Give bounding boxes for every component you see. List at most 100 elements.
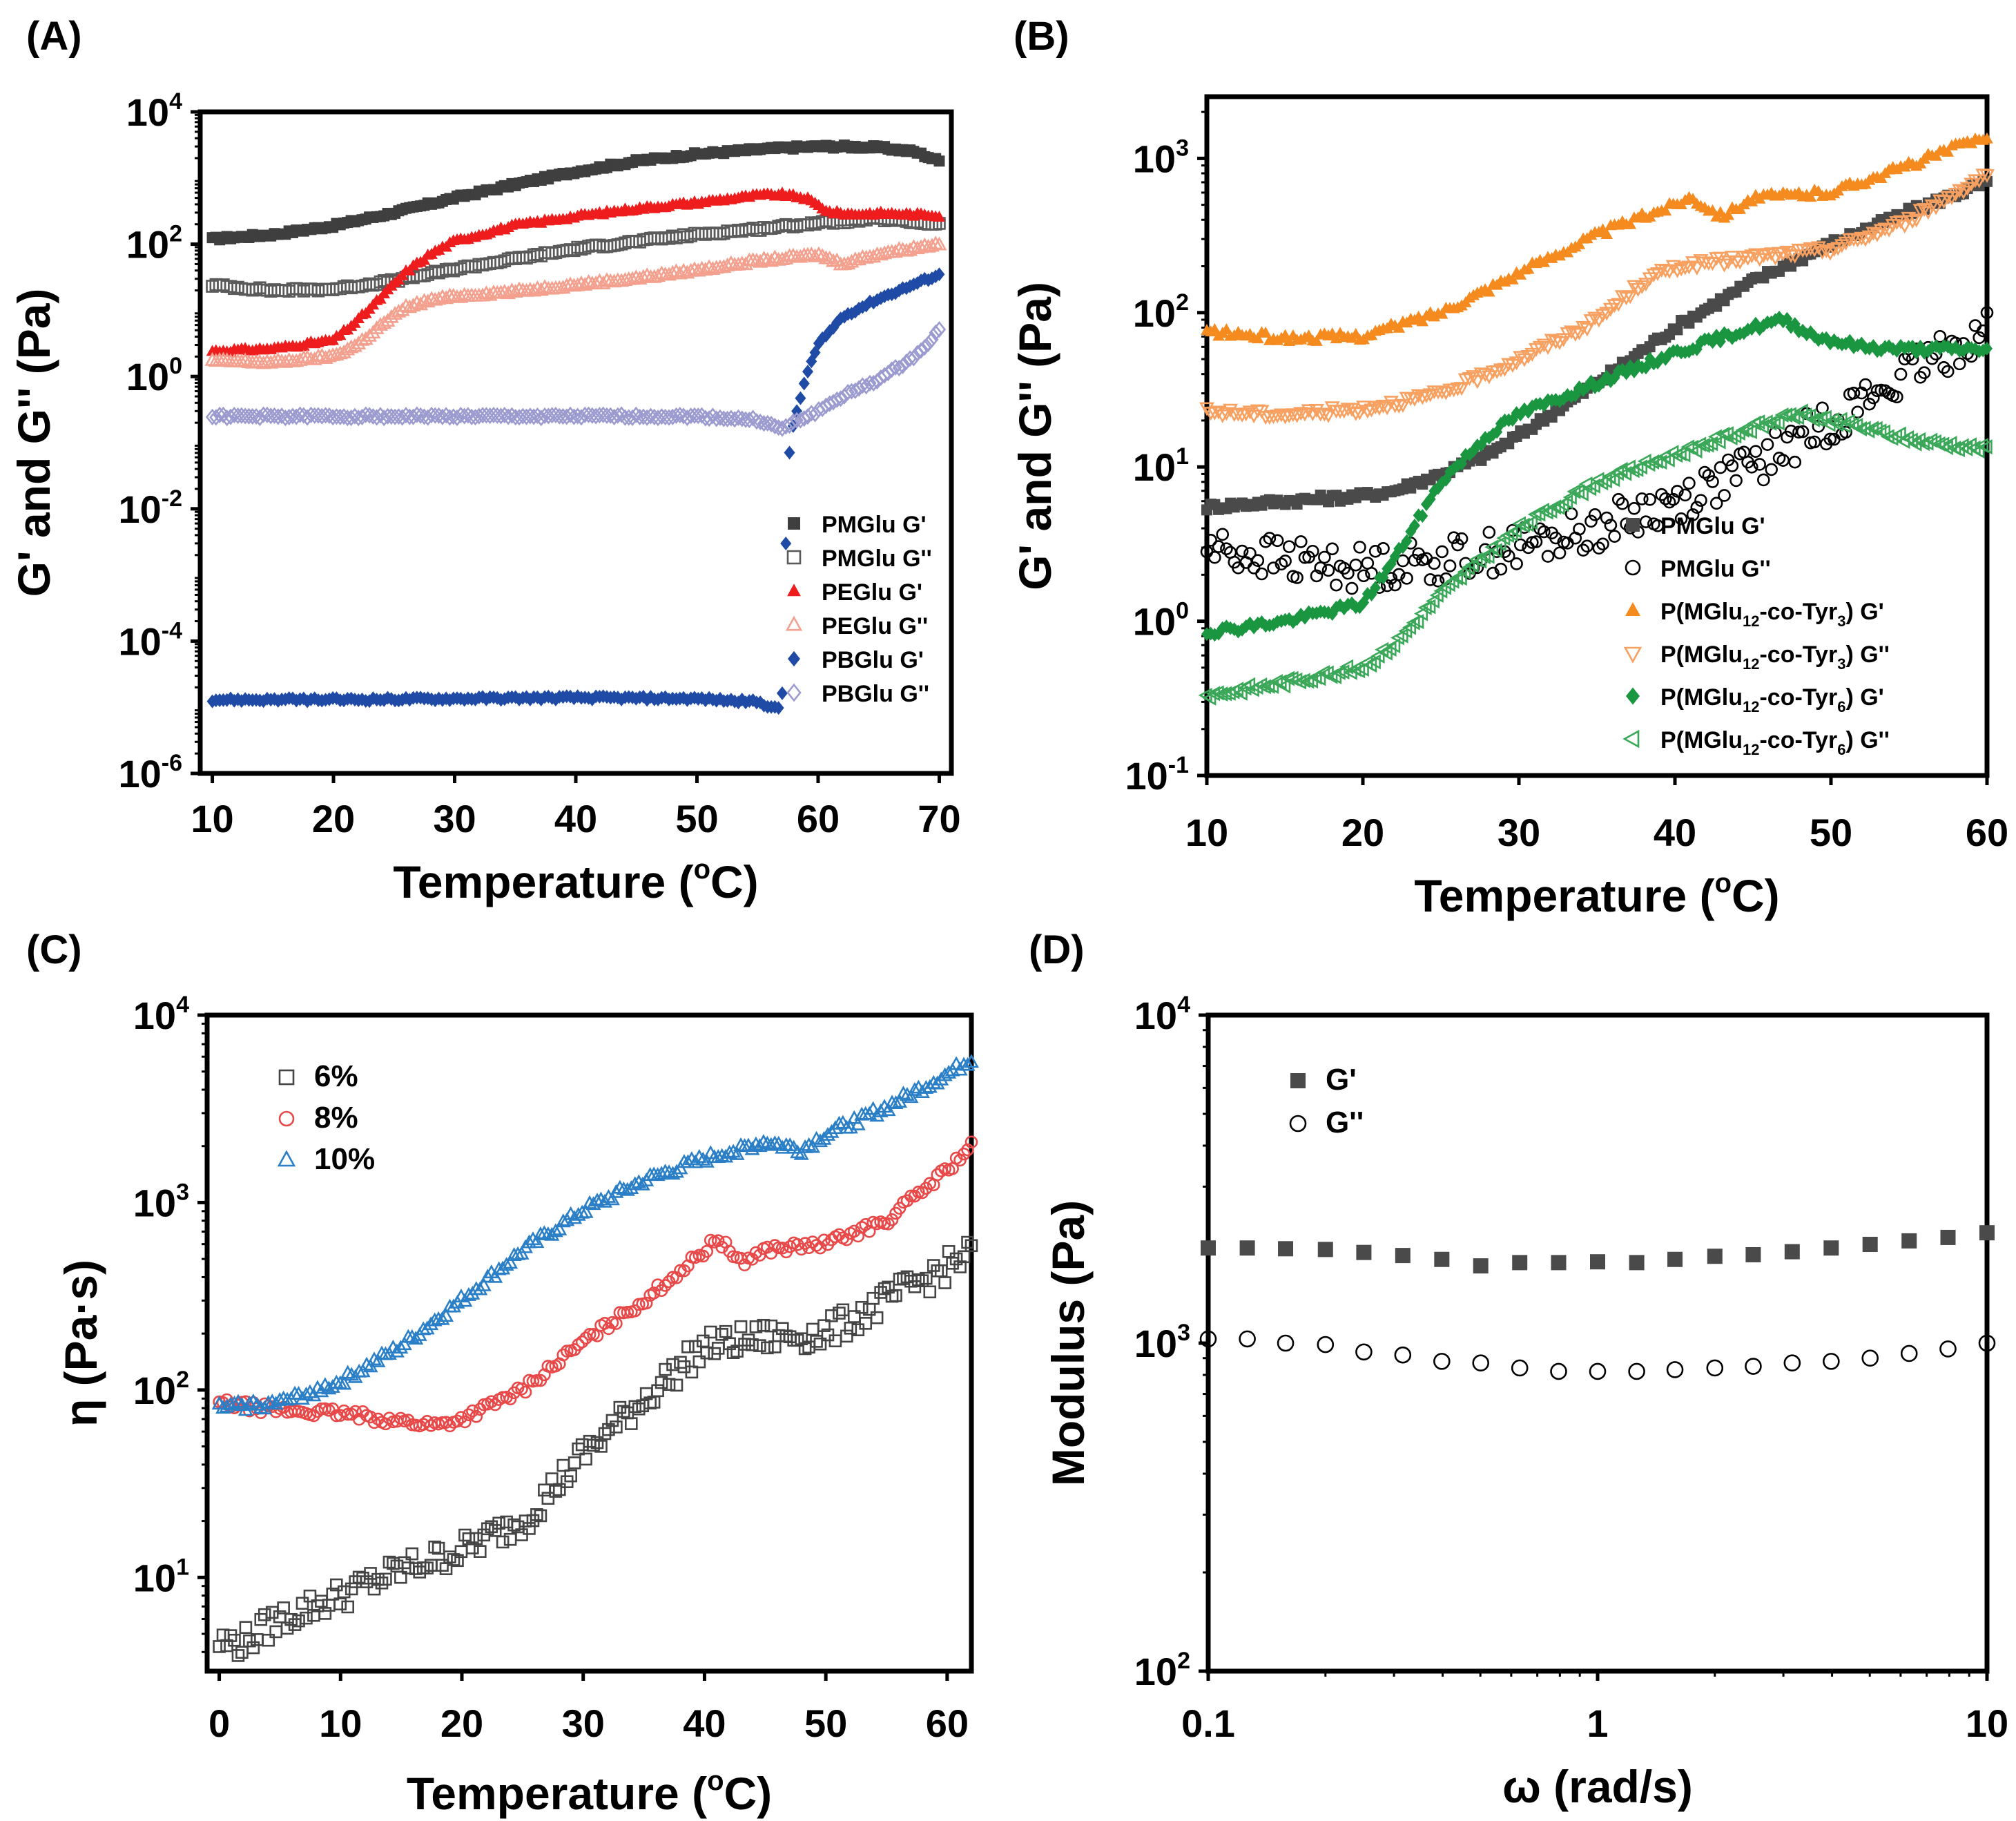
data-point [375, 1576, 389, 1590]
data-point [680, 410, 695, 427]
data-point [840, 256, 856, 270]
data-point [295, 1597, 309, 1610]
data-point [402, 299, 418, 314]
data-point [761, 1341, 774, 1355]
data-point [563, 276, 579, 291]
data-point [1482, 526, 1496, 539]
data-point [680, 1154, 696, 1168]
data-point [1564, 325, 1580, 340]
data-point [1586, 478, 1600, 494]
data-point [915, 1274, 929, 1288]
data-point [841, 383, 855, 401]
series [206, 267, 945, 715]
data-point [262, 1633, 275, 1647]
panel-label: (D) [1029, 927, 1085, 972]
data-point [1900, 1345, 1918, 1362]
data-point [1553, 546, 1567, 560]
data-point [1473, 1258, 1489, 1274]
data-point [1261, 678, 1275, 694]
data-point [1355, 662, 1369, 677]
data-point [1671, 485, 1684, 498]
data-point [929, 1075, 945, 1090]
data-point [614, 406, 628, 423]
data-point [239, 1621, 253, 1634]
data-point [1370, 581, 1382, 595]
data-point [622, 409, 636, 426]
data-point [1353, 541, 1366, 554]
data-point [942, 1245, 956, 1258]
data-point [811, 246, 826, 260]
data-point [496, 1391, 510, 1404]
data-point [322, 282, 336, 296]
data-point [468, 409, 483, 426]
data-point [1716, 426, 1730, 442]
data-point [318, 1607, 332, 1620]
data-point [1674, 512, 1688, 526]
data-point [1618, 465, 1632, 481]
data-point [228, 1633, 241, 1647]
data-point [840, 1233, 853, 1246]
legend-marker [1622, 729, 1640, 749]
data-point [1702, 469, 1716, 482]
data-point [575, 1438, 589, 1452]
data-point [1968, 319, 1982, 332]
data-point [1431, 575, 1445, 588]
data-point [1979, 1225, 1995, 1241]
data-point [341, 1407, 355, 1421]
data-point [1814, 410, 1828, 426]
data-point [662, 1275, 676, 1289]
y-axis-title: G' and G'' (Pa) [1009, 282, 1060, 590]
data-point [960, 1057, 976, 1071]
data-point [1763, 415, 1777, 431]
data-point [351, 336, 367, 350]
data-point [1522, 262, 1535, 274]
data-point [1408, 553, 1422, 567]
data-point [1614, 290, 1630, 305]
data-point [575, 1335, 589, 1349]
data-point [1411, 389, 1426, 403]
data-point [252, 354, 268, 368]
data-point [424, 291, 440, 305]
legend-label: 10% [314, 1142, 375, 1176]
series [1199, 168, 1995, 425]
data-point [1510, 557, 1523, 570]
data-point [941, 1064, 957, 1079]
data-point [337, 1585, 351, 1599]
data-point [1799, 243, 1814, 258]
data-point [1981, 132, 1993, 144]
data-point [259, 354, 275, 368]
data-point [746, 1338, 759, 1351]
data-point [536, 1225, 552, 1240]
data-point [503, 1532, 517, 1546]
data-point [377, 410, 391, 427]
data-point [1447, 531, 1461, 544]
data-point [235, 1646, 249, 1659]
legend-item: PMGlu G'' [1625, 556, 1771, 582]
data-point [1645, 454, 1660, 470]
data-point [1788, 455, 1802, 469]
data-point [469, 1532, 483, 1545]
data-point [670, 1378, 684, 1392]
data-point [1278, 1241, 1294, 1257]
series [205, 320, 947, 437]
data-point [487, 1269, 503, 1283]
data-point [1277, 678, 1291, 694]
data-point [1239, 1330, 1256, 1348]
data-point [699, 1153, 715, 1168]
data-point [1796, 425, 1810, 439]
legend-label: PMGlu G' [1660, 513, 1765, 539]
data-point [503, 1255, 518, 1269]
data-point [1659, 492, 1672, 505]
data-point [738, 1338, 751, 1351]
series [206, 139, 945, 246]
data-point [1464, 557, 1479, 572]
data-point [329, 1578, 343, 1592]
x-tick-label: 10 [319, 1702, 362, 1745]
data-point [798, 376, 810, 391]
data-point [749, 1320, 763, 1333]
data-point [1915, 436, 1930, 452]
data-point [604, 1191, 620, 1206]
data-point [662, 409, 676, 426]
data-point [1298, 551, 1312, 564]
data-point [715, 1328, 728, 1341]
